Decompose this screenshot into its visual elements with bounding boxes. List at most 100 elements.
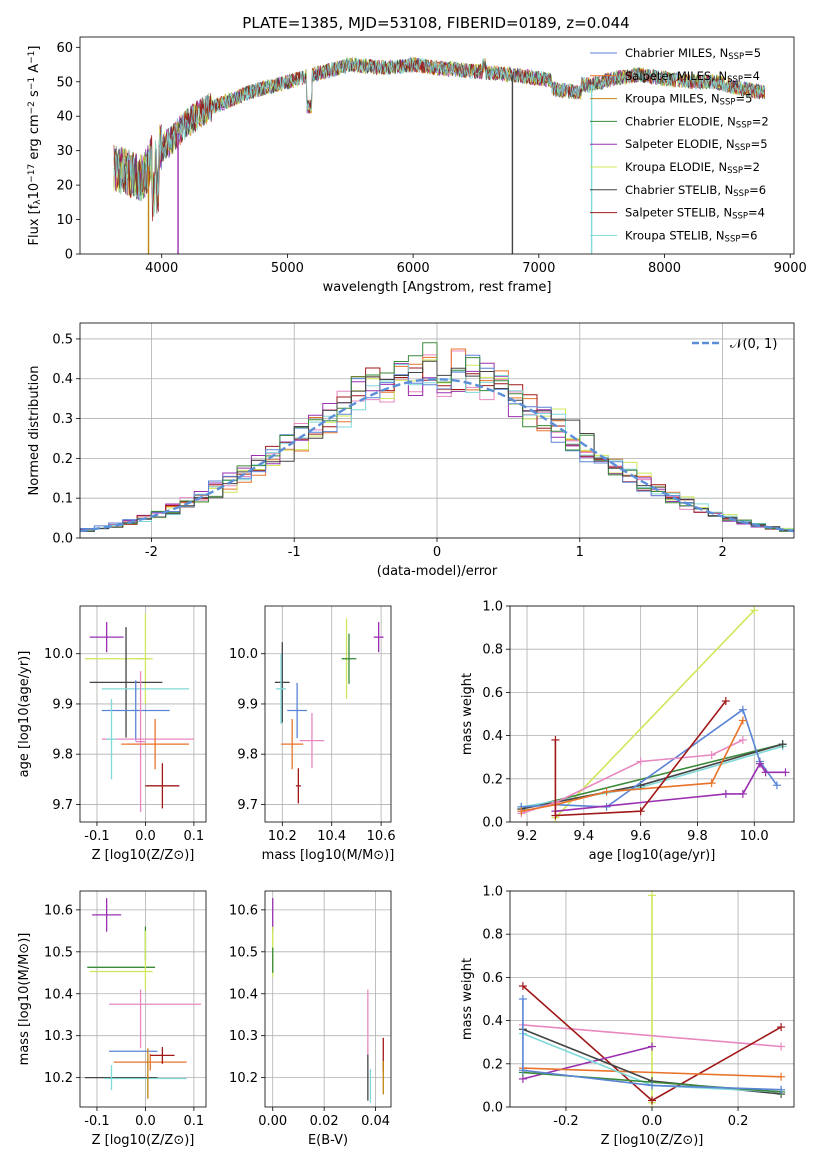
y-tick-label: 10.6 (229, 903, 258, 918)
x-tick-label: 8000 (648, 261, 681, 276)
weight-marker (551, 811, 560, 820)
legend-label-value: =4 (748, 206, 765, 220)
y-label-part: −1 (27, 51, 37, 64)
plot-area-residuals (80, 342, 794, 533)
x-tick-label: 5000 (271, 261, 304, 276)
x-tick-label: 1 (576, 545, 584, 560)
y-tick-label: 20 (56, 179, 73, 194)
x-axis-label: wavelength [Angstrom, rest frame] (323, 280, 552, 295)
data-point (150, 1047, 175, 1064)
legend-label-7: Salpeter STELIB, NSSP=4 (625, 206, 765, 222)
legend-label-text: Kroupa MILES, N (625, 92, 720, 106)
legend-label-text: Chabrier MILES, N (625, 46, 728, 60)
data-point (276, 653, 286, 725)
y-tick-label: 10.3 (44, 1029, 73, 1044)
weight-marker (777, 1085, 786, 1094)
y-tick-label: 10.6 (44, 903, 73, 918)
panel-weight-vs-z: -0.2 0.0 0.2 0.0 0.2 0.4 0.6 0.8 1.0 Z [log10(Z/Z… (460, 885, 795, 1148)
weight-marker (761, 768, 770, 777)
y-tick-label: 10 (56, 213, 73, 228)
y-tick-label: 0.1 (52, 492, 73, 507)
y-axis-label: mass weight (460, 673, 475, 755)
panel-weight-vs-age: 9.2 9.4 9.6 9.8 10.0 0.0 0.2 0.4 0.6 0.8 1.0 age [l… (460, 600, 795, 863)
axes-frame (79, 890, 207, 1108)
legend-label-0: Chabrier MILES, NSSP=5 (625, 46, 761, 62)
weight-marker (781, 768, 790, 777)
legend-label-value: =2 (743, 160, 760, 174)
y-label-part: ] (27, 46, 42, 51)
legend-label-sub: SSP (727, 75, 743, 85)
y-tick-label: 10.0 (44, 647, 73, 662)
weight-marker (772, 781, 781, 790)
plot-area-spectrum (113, 56, 766, 254)
y-tick-label: 9.9 (52, 697, 73, 712)
y-tick-label: 9.8 (52, 748, 73, 763)
plot-area-age-vs-mass (274, 618, 384, 804)
weight-marker (777, 1023, 786, 1032)
x-tick-label: -0.1 (84, 829, 109, 844)
data-point (295, 768, 301, 804)
axes-frame (264, 890, 392, 1108)
y-tick-label: 0.0 (482, 816, 503, 831)
y-tick-label: 1.0 (482, 600, 503, 615)
y-tick-label: 30 (56, 144, 73, 159)
y-tick-label: 1.0 (482, 885, 503, 900)
weight-marker (551, 735, 560, 744)
legend-label-4: Salpeter ELODIE, NSSP=5 (625, 137, 768, 153)
y-label-part: λ (33, 199, 43, 205)
weight-marker (602, 787, 611, 796)
weight-marker (738, 789, 747, 798)
legend-label-1: Salpeter MILES, NSSP=4 (625, 69, 760, 85)
x-axis-label: Z [log10(Z/Z⊙)] (601, 1133, 704, 1148)
y-axis-label: age [log10(age/yr)] (17, 651, 32, 778)
x-axis-label: (data-model)/error (377, 564, 498, 579)
plot-area-weight-vs-age (517, 606, 790, 822)
weight-series-7 (555, 762, 786, 812)
y-label-part: erg cm (27, 114, 42, 163)
y-label-part: −2 (27, 101, 37, 114)
plot-area-mass-vs-ebv (272, 898, 384, 1103)
legend-label-sub: SSP (732, 212, 748, 222)
x-axis-label: mass [log10(M/M⊙)] (262, 848, 395, 863)
data-point (89, 622, 124, 653)
data-point (299, 712, 325, 769)
panel-mass-vs-ebv: 0.00 0.02 0.04 10.2 10.3 10.4 10.5 10.6 E(B-V) (229, 890, 392, 1148)
x-tick-label: 9.8 (687, 829, 708, 844)
weight-marker (518, 1066, 527, 1075)
x-tick-label: -0.2 (553, 1114, 578, 1129)
axes-frame (79, 605, 207, 823)
legend-label-value: =6 (740, 228, 757, 242)
x-tick-label: 2 (718, 545, 726, 560)
legend-label-value: =5 (744, 46, 761, 60)
legend-label-text: Kroupa ELODIE, N (625, 160, 727, 174)
y-label-part: −1 (27, 77, 37, 90)
legend-label-sub: SSP (733, 189, 749, 199)
weight-marker (755, 759, 764, 768)
y-tick-label: 0.4 (482, 1014, 503, 1029)
x-tick-label: 10.4 (317, 829, 346, 844)
legend-label-value: =5 (751, 137, 768, 151)
y-tick-label: 10.4 (229, 987, 258, 1002)
y-axis-label: mass weight (460, 958, 475, 1040)
axes-frame (79, 322, 795, 539)
weight-marker (648, 1042, 656, 1051)
x-tick-label: 0.2 (728, 1114, 749, 1129)
legend-label-normal: 𝒩(0, 1) (730, 337, 777, 352)
x-tick-label: 9.4 (573, 829, 594, 844)
data-point (281, 719, 304, 770)
x-tick-label: -2 (145, 545, 158, 560)
x-tick-label: 9.2 (517, 829, 538, 844)
x-tick-label: 10.2 (268, 829, 297, 844)
legend-label-sub: SSP (728, 52, 744, 62)
x-tick-label: 0.1 (184, 1114, 205, 1129)
data-point (101, 680, 170, 741)
y-label-part: 10 (27, 183, 42, 200)
legend-label-sub: SSP (727, 166, 743, 176)
x-tick-label: 0.02 (310, 1114, 339, 1129)
weight-marker (721, 697, 730, 706)
y-tick-label: 10.2 (229, 1071, 258, 1086)
y-tick-label: 0.0 (52, 532, 73, 547)
legend-label-3: Chabrier ELODIE, NSSP=2 (625, 114, 769, 130)
x-tick-label: -1 (288, 545, 301, 560)
